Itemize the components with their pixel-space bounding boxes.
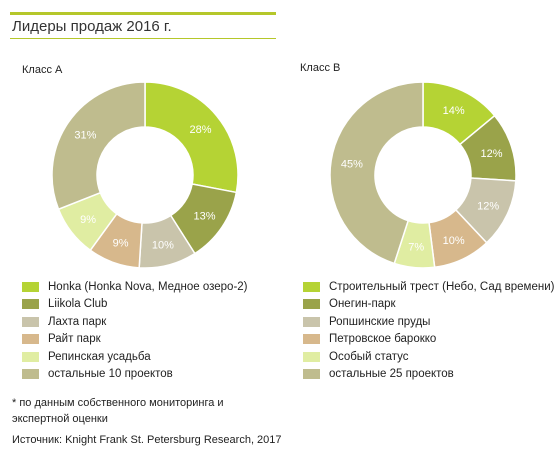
legend-item: Лахта парк xyxy=(22,313,248,331)
page-title: Лидеры продаж 2016 г. xyxy=(12,18,172,35)
legend-label: Строительный трест (Небо, Сад времени) xyxy=(329,280,555,293)
legend-label: остальные 10 проектов xyxy=(48,368,173,381)
donut-slice-6 xyxy=(329,81,424,265)
legend-item: Репинская усадьба xyxy=(22,348,248,366)
legend-item: Liikola Club xyxy=(22,296,248,314)
legend-label: Liikola Club xyxy=(48,298,108,311)
legend-swatch xyxy=(303,316,320,327)
legend-label: Репинская усадьба xyxy=(48,350,151,363)
legend-item: Петровское барокко xyxy=(303,331,554,349)
title-bottom-rule xyxy=(10,38,276,39)
donut-slice-1 xyxy=(144,81,239,194)
slice-label-1: 28% xyxy=(189,124,211,136)
legend-item: Строительный трест (Небо, Сад времени) xyxy=(303,278,554,296)
legend-item: Ропшинские пруды xyxy=(303,313,554,331)
donut-chart-class-b: 14% 12% 12% 10% 7% 45% xyxy=(329,81,517,269)
chart-title-class-a: Класс А xyxy=(22,64,63,76)
legend-swatch xyxy=(22,281,39,292)
donut-chart-class-a: 28% 13% 10% 9% 9% 31% xyxy=(51,81,239,269)
legend-item: Райт парк xyxy=(22,331,248,349)
slice-label-3: 12% xyxy=(477,201,499,213)
legend-item: Онегин-парк xyxy=(303,296,554,314)
legend-label: Райт парк xyxy=(48,333,101,346)
legend-label: Ропшинские пруды xyxy=(329,315,431,328)
donut-slice-6 xyxy=(51,81,146,211)
legend-item: Honka (Honka Nova, Медное озеро-2) xyxy=(22,278,248,296)
legend-swatch xyxy=(303,351,320,362)
slice-label-1: 14% xyxy=(443,105,465,117)
legend-swatch xyxy=(303,281,320,292)
legend-swatch xyxy=(22,316,39,327)
legend-label: Петровское барокко xyxy=(329,333,437,346)
legend-swatch xyxy=(303,334,320,345)
legend-swatch xyxy=(22,351,39,362)
source-note: Источник: Knight Frank St. Petersburg Re… xyxy=(12,434,282,446)
legend-label: Honka (Honka Nova, Медное озеро-2) xyxy=(48,280,248,293)
legend-swatch xyxy=(22,334,39,345)
slice-label-4: 10% xyxy=(443,235,465,247)
legend-class-a: Honka (Honka Nova, Медное озеро-2) Liikol… xyxy=(22,278,248,383)
legend-label: Особый статус xyxy=(329,350,409,363)
legend-label: остальные 25 проектов xyxy=(329,368,454,381)
legend-swatch xyxy=(22,369,39,380)
legend-item: Особый статус xyxy=(303,348,554,366)
legend-swatch xyxy=(303,299,320,310)
chart-title-class-b: Класс В xyxy=(300,62,341,74)
slice-label-4: 9% xyxy=(113,238,129,250)
slice-label-2: 12% xyxy=(480,148,502,160)
slice-label-5: 7% xyxy=(408,242,424,254)
legend-label: Лахта парк xyxy=(48,315,107,328)
legend-label: Онегин-парк xyxy=(329,298,396,311)
legend-item: остальные 25 проектов xyxy=(303,366,554,384)
legend-class-b: Строительный трест (Небо, Сад времени) Он… xyxy=(303,278,554,383)
legend-swatch xyxy=(303,369,320,380)
footnote: * по данным собственного мониторинга и э… xyxy=(12,397,224,425)
legend-item: остальные 10 проектов xyxy=(22,366,248,384)
slice-label-3: 10% xyxy=(152,240,174,252)
slice-label-5: 9% xyxy=(80,214,96,226)
legend-swatch xyxy=(22,299,39,310)
slice-label-6: 31% xyxy=(74,130,96,142)
slice-label-6: 45% xyxy=(341,159,363,171)
slice-label-2: 13% xyxy=(194,210,216,222)
title-top-rule xyxy=(10,12,276,15)
